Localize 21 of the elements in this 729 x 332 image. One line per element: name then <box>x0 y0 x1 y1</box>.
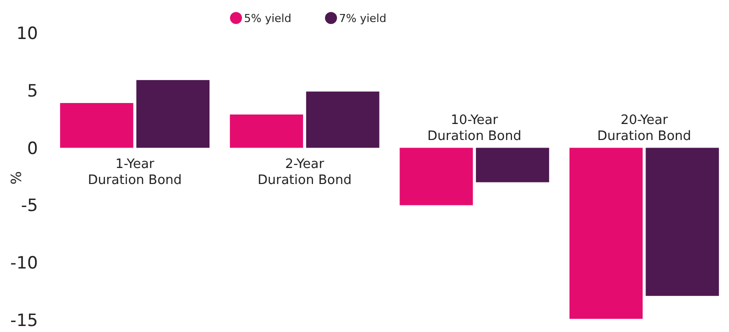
y-tick-label: -5 <box>21 196 38 216</box>
bar <box>230 114 304 148</box>
bar <box>569 148 643 319</box>
bar <box>400 148 473 206</box>
y-tick-label: 10 <box>16 24 38 44</box>
legend-label: 7% yield <box>339 12 386 25</box>
bar <box>476 148 550 182</box>
y-tick-label: 5 <box>27 81 38 102</box>
bar <box>60 103 134 148</box>
x-tick-label: 1-Year Duration Bond <box>88 156 182 188</box>
legend-label: 5% yield <box>244 12 292 25</box>
y-tick-label: -15 <box>10 310 38 331</box>
bar <box>646 148 719 296</box>
x-tick-label: 20-Year Duration Bond <box>597 112 692 144</box>
x-tick-label: 10-Year Duration Bond <box>427 112 522 144</box>
y-tick-label: 0 <box>27 138 38 159</box>
y-axis-title: % <box>8 171 25 184</box>
bar <box>136 80 210 148</box>
bar <box>306 92 380 148</box>
x-tick-label: 2-Year Duration Bond <box>258 156 352 188</box>
y-tick-label: -10 <box>10 254 38 274</box>
